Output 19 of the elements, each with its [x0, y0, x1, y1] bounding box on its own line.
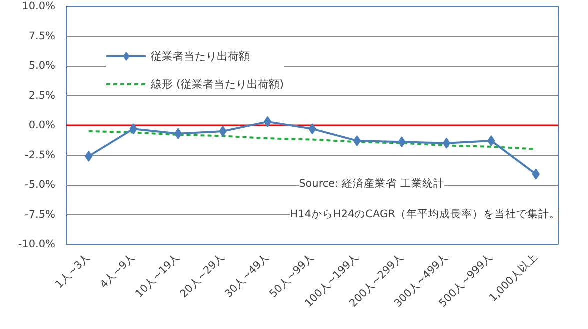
y-tick-label: 0.0%: [28, 120, 56, 132]
y-tick-label: 5.0%: [28, 60, 56, 72]
y-tick-label: -7.5%: [25, 208, 56, 221]
x-tick-label: 1人~3人: [53, 251, 94, 291]
annotation: H14からH24のCAGR（年平均成長率）を当社で集計。: [290, 208, 560, 221]
legend-label: 従業者当たり出荷額: [151, 48, 250, 64]
y-tick-label: 10.0%: [22, 0, 56, 12]
point: [264, 116, 272, 128]
point: [353, 135, 362, 146]
y-tick-label: -2.5%: [25, 149, 56, 162]
y-tick-label: 7.5%: [28, 30, 56, 42]
point: [442, 138, 451, 149]
legend-label: 線形 (従業者当たり出荷額): [151, 76, 284, 92]
annotation: Source: 経済産業省 工業統計: [299, 176, 444, 190]
y-tick-label: -5.0%: [25, 179, 56, 191]
y-tick-label: -10.0%: [18, 238, 56, 250]
point: [174, 128, 182, 140]
x-tick-label: 4人~9人: [98, 251, 138, 291]
y-tick-label: 2.5%: [28, 90, 56, 102]
